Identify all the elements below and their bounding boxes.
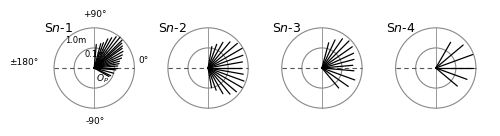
Text: 0°: 0° bbox=[138, 56, 148, 65]
Text: +90°: +90° bbox=[84, 10, 107, 19]
Text: ±180°: ±180° bbox=[10, 58, 39, 67]
Text: -90°: -90° bbox=[86, 117, 104, 126]
Text: S$n$-3: S$n$-3 bbox=[272, 22, 301, 35]
Text: $O_P$: $O_P$ bbox=[96, 73, 108, 85]
Text: S$n$-4: S$n$-4 bbox=[386, 22, 415, 35]
Text: S$n$-1: S$n$-1 bbox=[44, 22, 73, 35]
Text: 0.1m: 0.1m bbox=[84, 50, 106, 59]
Text: 1.0m: 1.0m bbox=[66, 36, 86, 45]
Text: S$n$-2: S$n$-2 bbox=[158, 22, 187, 35]
